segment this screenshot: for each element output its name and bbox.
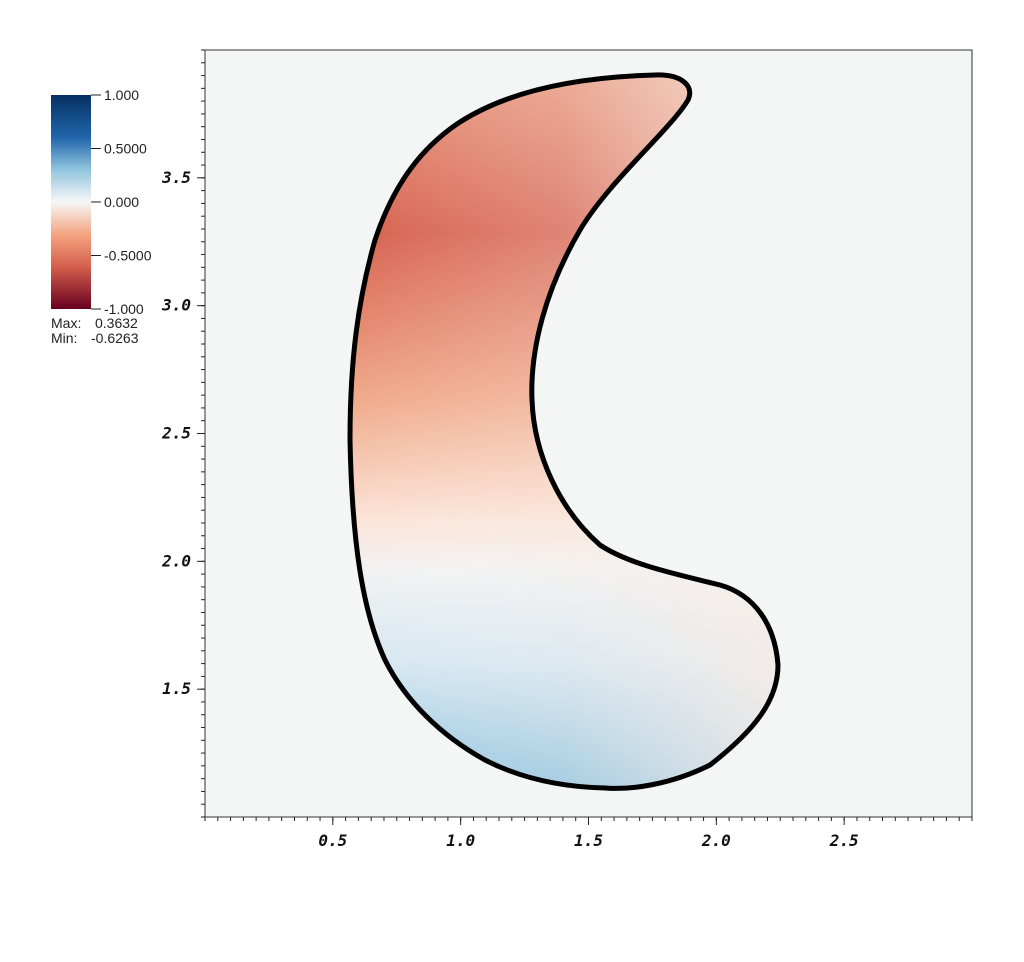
max-label: Max: [51, 315, 81, 331]
y-tick-label: 3.5 [161, 168, 191, 187]
colorbar-tick-label: -0.5000 [104, 248, 152, 264]
axes: 0.5 1.0 1.5 2.0 2.5 1.5 2.0 2.5 3.0 3.5 1.000 0.500… [51, 49, 973, 850]
x-tick-label: 2.5 [829, 831, 859, 850]
min-label: Min: [51, 330, 77, 346]
y-tick-label: 2.5 [161, 424, 191, 443]
colorbar [51, 95, 91, 309]
colorbar-tick-label: 0.000 [104, 194, 139, 210]
x-tick-label: 1.0 [446, 831, 475, 850]
y-tick-label: 3.0 [161, 296, 191, 315]
x-tick-label: 2.0 [701, 831, 731, 850]
max-value: 0.3632 [95, 315, 138, 331]
x-tick-label: 0.5 [318, 831, 347, 850]
y-tick-label: 2.0 [161, 551, 191, 570]
min-value: -0.6263 [91, 330, 139, 346]
colorbar-tick-label: 1.000 [104, 87, 139, 103]
colorbar-tick-label: -1.000 [104, 301, 144, 317]
y-tick-label: 1.5 [162, 679, 191, 698]
x-tick-label: 1.5 [574, 831, 603, 850]
colorbar-tick-label: 0.5000 [104, 141, 147, 157]
